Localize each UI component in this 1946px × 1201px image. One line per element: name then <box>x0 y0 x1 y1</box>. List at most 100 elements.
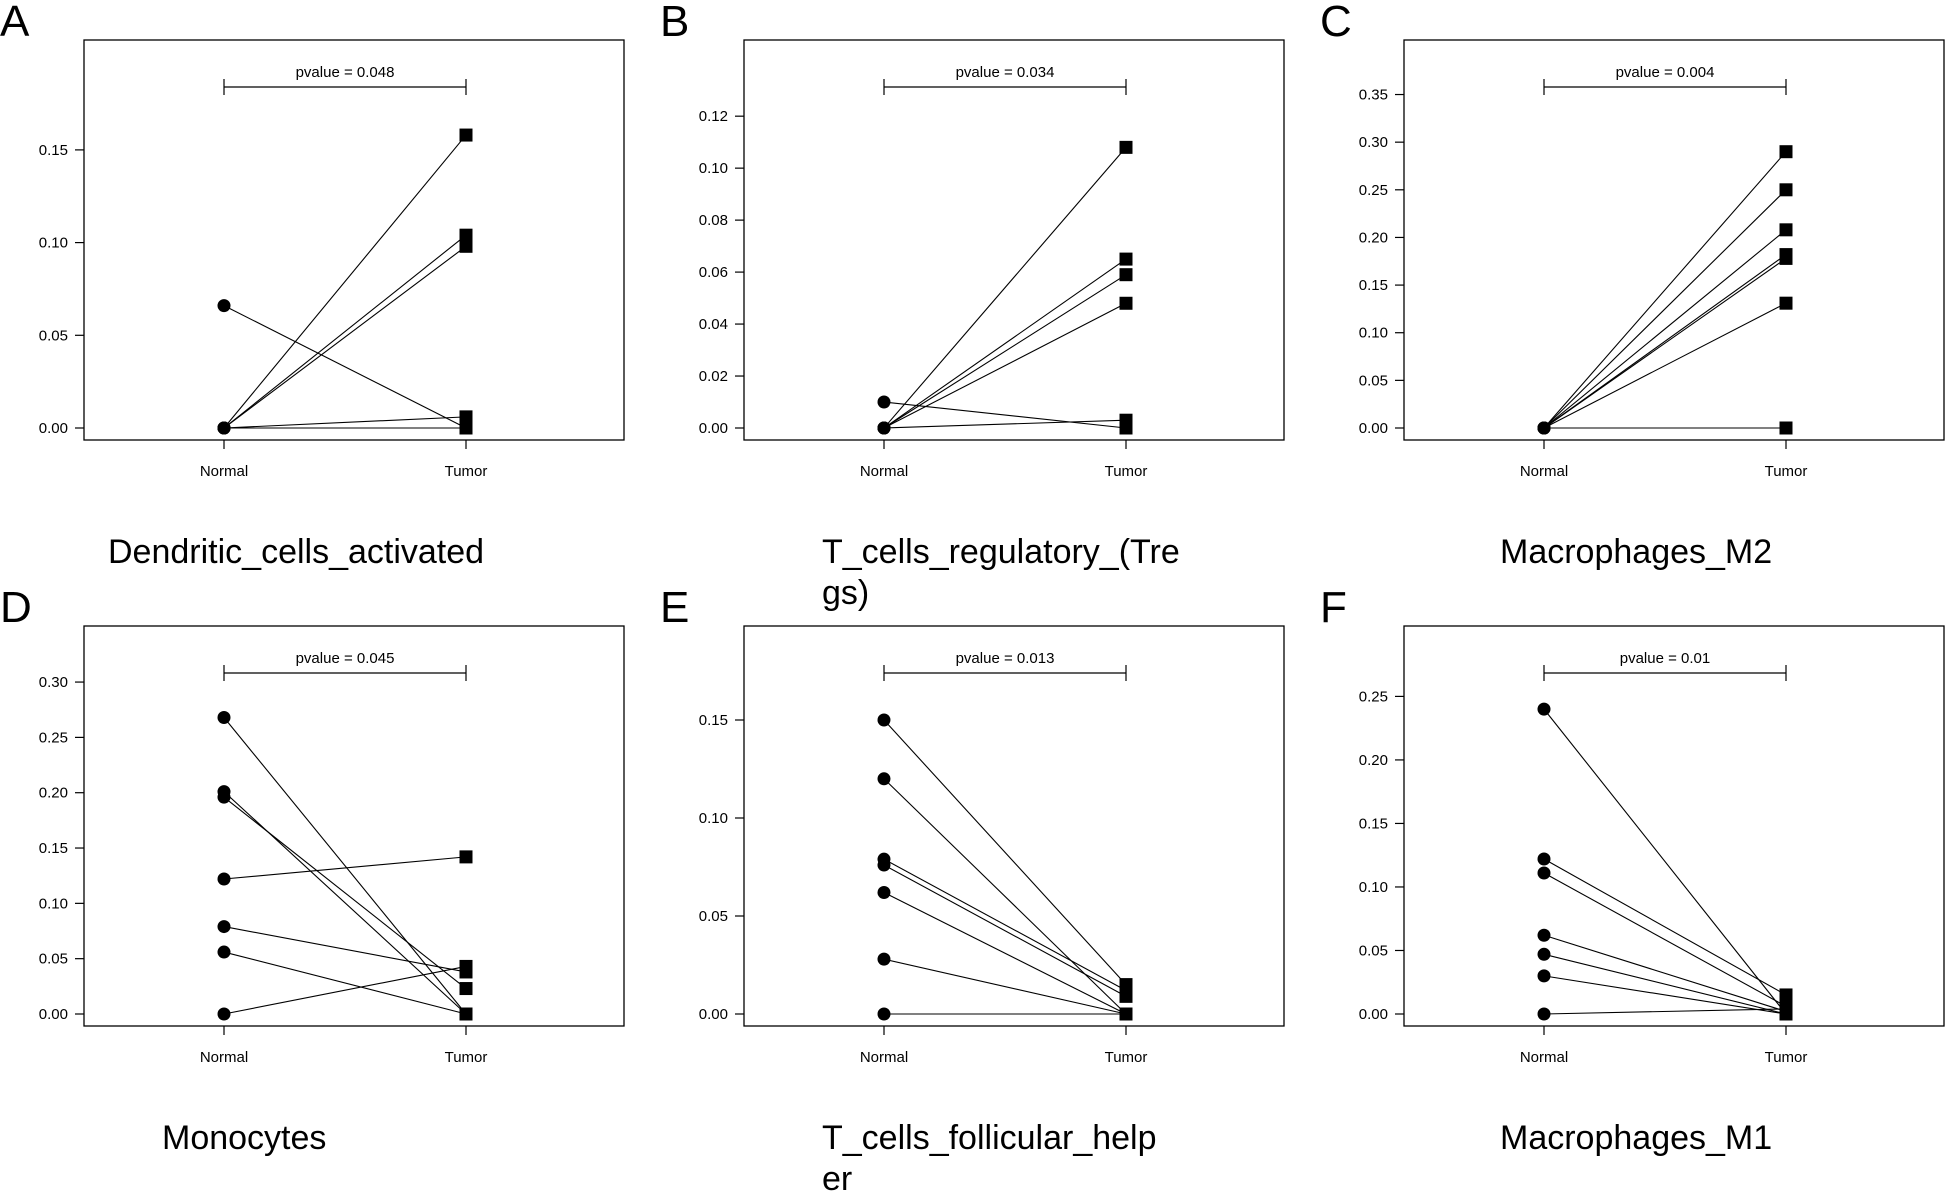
tumor-point-pair-3 <box>459 228 473 242</box>
pair-line-pair-5 <box>883 891 1127 1015</box>
tumor-point-pair-2 <box>1119 140 1133 154</box>
pvalue-annotation: pvalue = 0.045 <box>296 650 395 667</box>
normal-point-pair-3 <box>217 790 231 804</box>
pvalue-annotation: pvalue = 0.004 <box>1616 64 1715 81</box>
chart-panel-f: F 0.00 0.05 0.10 0.15 0.20 0.25 Normal Tumor pval… <box>1320 586 1946 1176</box>
normal-point-pair-4 <box>217 872 231 886</box>
tumor-point-pair-6 <box>1119 413 1133 427</box>
chart-title: Dendritic_cells_activated <box>108 532 528 573</box>
chart-title-line: Macrophages_M1 <box>1500 1119 1773 1157</box>
pair-line-pair-1 <box>223 305 467 429</box>
tumor-point-pair-4 <box>1119 268 1133 282</box>
panel-label: D <box>0 583 32 632</box>
chart-title-line: Macrophages_M2 <box>1500 533 1773 571</box>
pair-line-pair-3 <box>223 796 467 989</box>
pair-line-pair-2 <box>1543 858 1787 996</box>
pair-line-pair-4 <box>883 274 1127 429</box>
y-tick-label: 0.00 <box>699 1006 728 1023</box>
pair-line-pair-6 <box>883 419 1127 429</box>
pair-line-pair-2 <box>883 147 1127 429</box>
y-tick-label: 0.04 <box>699 316 728 333</box>
pair-line-pair-1 <box>883 719 1127 985</box>
chart-title: Macrophages_M1 <box>1500 1118 1920 1159</box>
y-tick-label: 0.00 <box>39 1006 68 1023</box>
pair-line-pair-4 <box>1543 934 1787 1012</box>
plot-frame <box>1403 39 1945 441</box>
x-tick-label: Tumor <box>1765 463 1808 480</box>
y-tick-label: 0.05 <box>1359 942 1388 959</box>
plot-frame <box>83 625 625 1027</box>
normal-point-pair-6 <box>877 421 891 435</box>
tumor-point-pair-1 <box>1779 145 1793 159</box>
y-tick-label: 0.05 <box>39 951 68 968</box>
tumor-point-pair-5 <box>1779 251 1793 265</box>
normal-point-pair-2 <box>1537 852 1551 866</box>
pair-line-pair-3 <box>1543 229 1787 429</box>
pvalue-annotation: pvalue = 0.013 <box>956 650 1055 667</box>
y-tick-label: 0.12 <box>699 108 728 125</box>
y-tick-label: 0.20 <box>39 785 68 802</box>
y-tick-label: 0.00 <box>39 420 68 437</box>
chart-svg: 0.00 0.02 0.04 0.06 0.08 0.10 0.12 Normal Tumor p… <box>699 39 1285 480</box>
y-tick-label: 0.08 <box>699 212 728 229</box>
pair-line-pair-6 <box>1543 975 1787 1015</box>
y-tick-label: 0.20 <box>1359 229 1388 246</box>
pair-line-pair-4 <box>223 245 467 429</box>
normal-point-pair-6 <box>217 421 231 435</box>
y-tick-label: 0.05 <box>39 327 68 344</box>
normal-point-pair-1 <box>877 713 891 727</box>
normal-point-pair-4 <box>877 858 891 872</box>
x-tick-label: Normal <box>1520 463 1568 480</box>
x-tick-label: Normal <box>860 1049 908 1066</box>
tumor-point-pair-5 <box>459 410 473 424</box>
y-tick-label: 0.25 <box>39 729 68 746</box>
pvalue-annotation: pvalue = 0.048 <box>296 64 395 81</box>
y-tick-label: 0.20 <box>1359 752 1388 769</box>
normal-point-pair-1 <box>217 299 231 313</box>
pair-line-pair-4 <box>223 856 467 880</box>
chart-title-line: er <box>822 1160 853 1199</box>
pvalue-annotation: pvalue = 0.034 <box>956 64 1055 81</box>
tumor-point-pair-7 <box>1779 1002 1793 1016</box>
pair-line-pair-3 <box>883 858 1127 991</box>
pair-line-pair-7 <box>223 965 467 1015</box>
chart-svg: 0.00 0.05 0.10 0.15 0.20 0.25 0.30 Normal Tumor p… <box>39 625 625 1066</box>
normal-point-pair-7 <box>877 1007 891 1021</box>
pair-line-pair-6 <box>1543 302 1787 429</box>
normal-point-pair-3 <box>1537 866 1551 880</box>
plot-frame <box>1403 625 1945 1027</box>
chart-panel-b: B 0.00 0.02 0.04 0.06 0.08 0.10 0.12 Normal Tumor… <box>660 0 1300 612</box>
normal-point-pair-6 <box>1537 969 1551 983</box>
tumor-point-pair-2 <box>459 128 473 142</box>
y-tick-label: 0.00 <box>699 420 728 437</box>
y-tick-label: 0.25 <box>1359 688 1388 705</box>
panel-label: C <box>1320 0 1352 46</box>
pair-line-pair-2 <box>223 791 467 1015</box>
chart-title: Macrophages_M2 <box>1500 532 1920 573</box>
tumor-point-pair-7 <box>1779 421 1793 435</box>
y-tick-label: 0.15 <box>39 142 68 159</box>
chart-panel-c: C 0.00 0.05 0.10 0.15 0.20 0.25 0.30 0.35 Normal T… <box>1320 0 1946 590</box>
panel-label: A <box>0 0 30 46</box>
panel-label: E <box>660 583 690 632</box>
y-tick-label: 0.05 <box>1359 372 1388 389</box>
plot-frame <box>743 625 1285 1027</box>
tumor-point-pair-5 <box>1119 296 1133 310</box>
pair-line-pair-7 <box>1543 1008 1787 1015</box>
chart-title-line: gs) <box>822 574 870 613</box>
y-tick-label: 0.30 <box>39 674 68 691</box>
tumor-point-pair-6 <box>459 421 473 435</box>
normal-point-pair-7 <box>1537 1007 1551 1021</box>
normal-point-pair-1 <box>217 710 231 724</box>
chart-title-line: Monocytes <box>162 1119 327 1157</box>
pair-line-pair-1 <box>223 717 467 1015</box>
y-tick-label: 0.10 <box>39 895 68 912</box>
x-tick-label: Tumor <box>1105 1049 1148 1066</box>
pair-line-pair-5 <box>1543 257 1787 429</box>
y-tick-label: 0.10 <box>699 810 728 827</box>
plot-frame <box>743 39 1285 441</box>
x-tick-label: Tumor <box>1765 1049 1808 1066</box>
tumor-point-pair-7 <box>1119 1007 1133 1021</box>
tumor-point-pair-2 <box>1779 988 1793 1002</box>
normal-point-pair-5 <box>877 885 891 899</box>
